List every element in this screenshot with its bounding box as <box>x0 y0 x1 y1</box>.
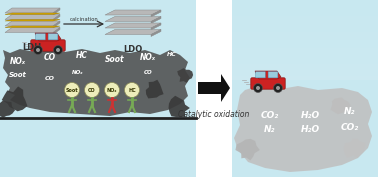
Bar <box>232 4 378 8</box>
Polygon shape <box>105 23 161 28</box>
Bar <box>232 64 378 68</box>
Text: N₂: N₂ <box>344 107 356 116</box>
Polygon shape <box>5 8 60 13</box>
Circle shape <box>256 86 260 90</box>
Bar <box>232 68 378 72</box>
Text: NOₓ: NOₓ <box>10 58 26 67</box>
Text: H₂O: H₂O <box>301 125 319 135</box>
Polygon shape <box>344 139 366 158</box>
Polygon shape <box>330 97 351 114</box>
Bar <box>232 76 378 80</box>
Text: Soot: Soot <box>66 87 78 93</box>
Polygon shape <box>3 48 190 116</box>
Bar <box>232 52 378 56</box>
Polygon shape <box>234 86 372 172</box>
Circle shape <box>56 48 60 52</box>
Polygon shape <box>5 26 60 27</box>
Text: LDO: LDO <box>123 45 143 54</box>
Polygon shape <box>151 30 161 36</box>
Polygon shape <box>105 10 161 15</box>
Polygon shape <box>5 13 60 15</box>
Text: Catalytic oxidation: Catalytic oxidation <box>178 110 250 119</box>
Text: CO₂: CO₂ <box>261 110 279 119</box>
Text: CO: CO <box>144 70 152 75</box>
Polygon shape <box>5 15 60 19</box>
Polygon shape <box>151 23 161 30</box>
Bar <box>0 0 196 177</box>
Polygon shape <box>151 10 161 17</box>
Text: CO: CO <box>88 87 96 93</box>
Polygon shape <box>169 96 190 117</box>
Bar <box>232 24 378 28</box>
Circle shape <box>124 82 139 98</box>
Circle shape <box>104 82 119 98</box>
Text: HC: HC <box>128 87 136 93</box>
Bar <box>232 56 378 60</box>
Circle shape <box>254 84 262 93</box>
Circle shape <box>54 45 62 55</box>
Polygon shape <box>146 80 164 98</box>
Text: LDH: LDH <box>22 43 42 52</box>
Text: NOₓ: NOₓ <box>140 53 156 62</box>
Polygon shape <box>53 21 60 28</box>
Polygon shape <box>255 71 281 79</box>
Bar <box>232 8 378 12</box>
Polygon shape <box>53 27 60 35</box>
Bar <box>232 0 378 177</box>
Polygon shape <box>5 19 60 21</box>
FancyBboxPatch shape <box>268 72 278 78</box>
Bar <box>232 72 378 76</box>
Text: Soot: Soot <box>9 72 27 78</box>
Polygon shape <box>53 15 60 21</box>
Text: CO: CO <box>45 76 55 81</box>
Text: Soot: Soot <box>105 56 125 64</box>
Bar <box>232 16 378 20</box>
Text: H₂O: H₂O <box>301 110 319 119</box>
Bar <box>232 0 378 4</box>
Polygon shape <box>5 27 60 33</box>
Polygon shape <box>151 16 161 24</box>
FancyBboxPatch shape <box>31 40 65 51</box>
Bar <box>232 40 378 44</box>
Polygon shape <box>35 33 61 41</box>
Polygon shape <box>0 101 15 118</box>
Circle shape <box>276 86 280 90</box>
Text: N₂: N₂ <box>264 125 276 135</box>
Text: CO₂: CO₂ <box>341 124 359 133</box>
FancyBboxPatch shape <box>48 34 58 40</box>
FancyBboxPatch shape <box>251 78 285 89</box>
Bar <box>232 44 378 48</box>
Bar <box>232 32 378 36</box>
Text: calcination: calcination <box>70 17 98 22</box>
Text: NOₓ: NOₓ <box>72 70 84 75</box>
Bar <box>232 28 378 32</box>
Polygon shape <box>177 68 193 83</box>
FancyBboxPatch shape <box>36 34 45 40</box>
Bar <box>232 20 378 24</box>
Text: HC: HC <box>167 53 177 58</box>
Text: NOₓ: NOₓ <box>107 87 117 93</box>
Polygon shape <box>105 16 161 21</box>
Circle shape <box>34 45 42 55</box>
Polygon shape <box>105 30 161 35</box>
Circle shape <box>85 82 99 98</box>
Text: HC: HC <box>76 50 88 59</box>
Polygon shape <box>198 74 230 102</box>
Circle shape <box>274 84 282 93</box>
Bar <box>232 60 378 64</box>
Text: CO: CO <box>44 53 56 62</box>
Polygon shape <box>5 21 60 26</box>
Bar <box>232 48 378 52</box>
Bar <box>232 12 378 16</box>
Bar <box>232 36 378 40</box>
Polygon shape <box>2 86 28 111</box>
FancyBboxPatch shape <box>256 72 265 78</box>
Polygon shape <box>235 139 260 160</box>
Polygon shape <box>53 8 60 15</box>
Circle shape <box>36 48 40 52</box>
Circle shape <box>65 82 79 98</box>
